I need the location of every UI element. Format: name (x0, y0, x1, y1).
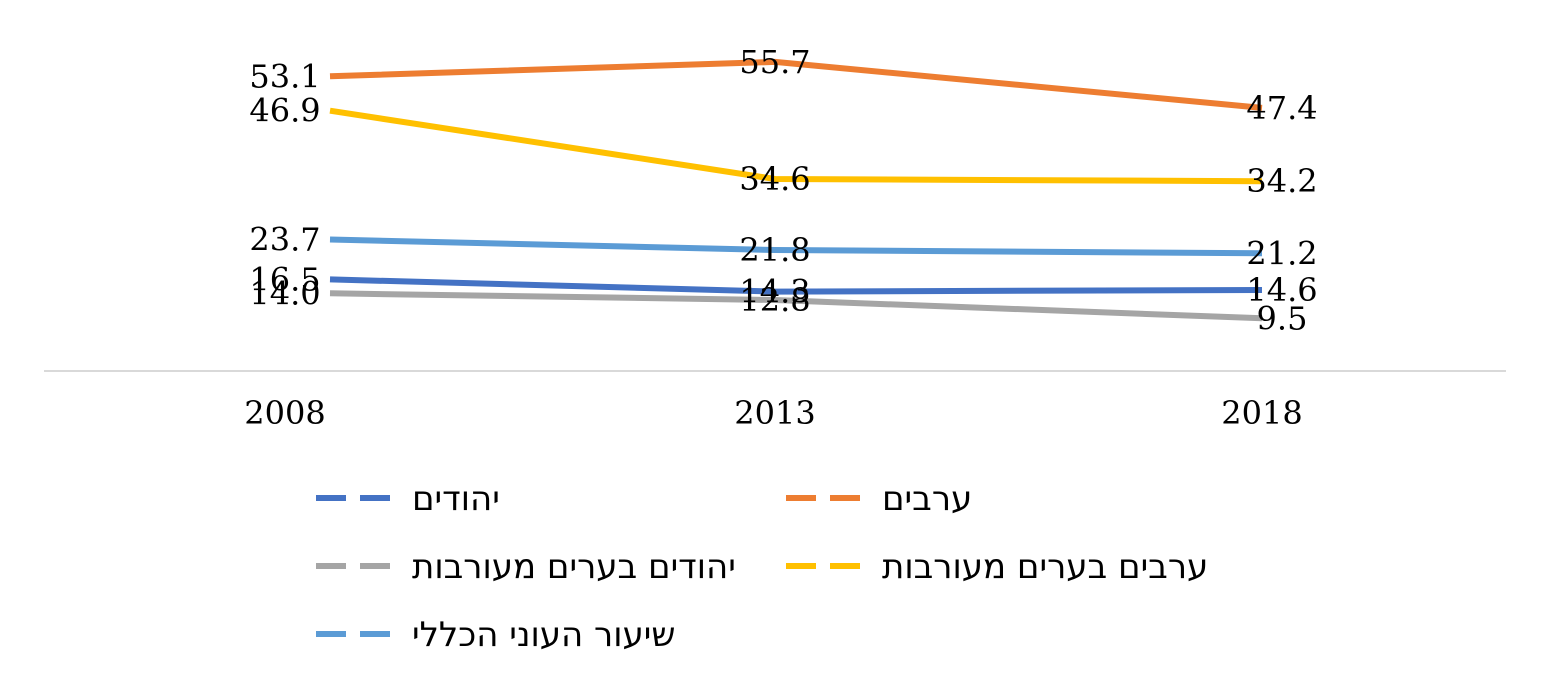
plot-area: 53.1 55.7 47.4 46.9 34.6 34.2 23.7 21.8 21.2 16.5… (249, 43, 1317, 337)
legend-label: ערבים (882, 479, 972, 519)
x-tick-label: 2013 (734, 394, 815, 432)
data-label: 12.8 (739, 281, 810, 319)
data-label: 47.4 (1246, 89, 1317, 127)
legend-item: יהודים (316, 479, 500, 519)
data-label: 16.5 (249, 260, 320, 298)
data-label: 53.1 (249, 57, 320, 95)
data-label: 55.7 (739, 43, 810, 81)
data-label: 9.5 (1257, 299, 1308, 337)
data-label: 14.3 (739, 273, 810, 311)
data-label: 21.2 (1246, 234, 1317, 272)
legend-label: יהודים בערים מעורבות (412, 547, 736, 587)
legend-item: שיעור העוני הכללי (316, 615, 675, 655)
series-line-2 (329, 236, 1263, 257)
data-label: 21.8 (739, 231, 810, 269)
data-label: 46.9 (249, 92, 320, 130)
legend-item: ערבים בערים מעורבות (786, 547, 1208, 587)
legend-label: ערבים בערים מעורבות (882, 547, 1208, 587)
series-line-4 (329, 290, 1263, 322)
series-line-3 (329, 276, 1263, 295)
x-axis-ticks: 2008 2013 2018 (244, 394, 1302, 432)
legend-item: יהודים בערים מעורבות (316, 547, 736, 587)
data-label: 14.6 (1246, 271, 1317, 309)
x-tick-label: 2018 (1221, 394, 1302, 432)
x-tick-label: 2008 (244, 394, 325, 432)
data-label: 34.2 (1246, 162, 1317, 200)
series-line-0 (329, 58, 1263, 111)
legend-label: שיעור העוני הכללי (412, 615, 675, 655)
legend-item: ערבים (786, 479, 972, 519)
legend-label: יהודים (412, 479, 500, 519)
data-label: 34.6 (739, 160, 810, 198)
series-line-1 (329, 107, 1263, 185)
data-label: 14.0 (249, 274, 320, 312)
legend: יהודים ערבים יהודים בערים מעורבות ערבים בער… (316, 479, 1208, 655)
data-label: 23.7 (249, 221, 320, 259)
